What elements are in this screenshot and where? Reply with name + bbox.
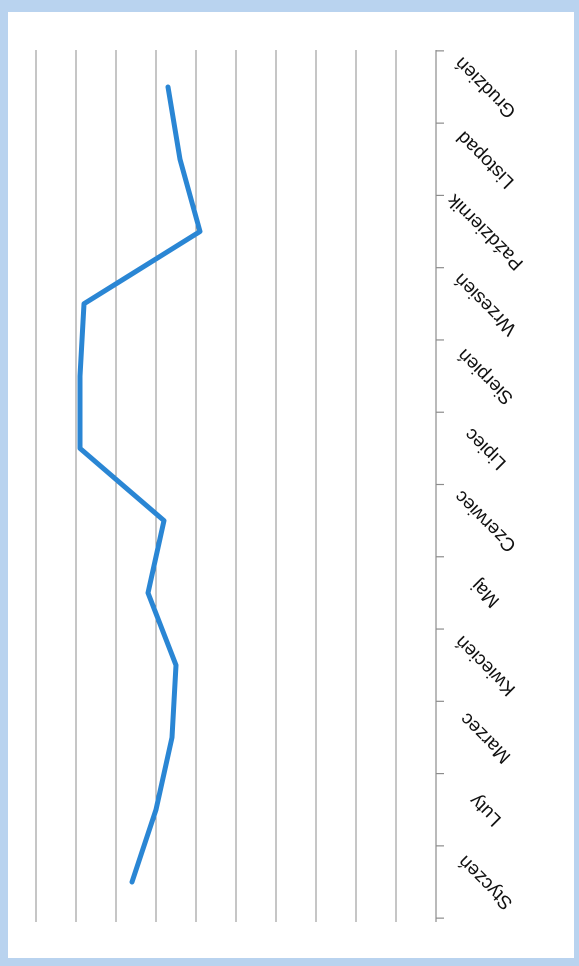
data-point: [146, 590, 151, 595]
data-point: [154, 807, 159, 812]
x-tick-label: Czerwiec: [451, 486, 521, 556]
x-tick-label: Listopad: [453, 127, 519, 193]
chart-card: Styczeń Luty Marzec Kwiecień Maj Czerwiec Lipi…: [8, 12, 574, 958]
data-point: [78, 374, 83, 379]
x-tick-label: Styczeń: [454, 851, 517, 914]
data-point: [198, 229, 203, 234]
x-tick-label: Kwiecień: [451, 631, 520, 700]
data-point: [178, 157, 183, 162]
x-tick-label: Lipiec: [461, 424, 511, 474]
x-tick-label: Grudzień: [451, 53, 520, 122]
line-chart: Styczeń Luty Marzec Kwiecień Maj Czerwiec Lipi…: [35, 50, 528, 922]
x-tick-label: Sierpień: [454, 344, 518, 408]
data-point: [82, 301, 87, 306]
x-tick-label: Wrzesień: [450, 269, 521, 340]
x-tick-label: Maj: [467, 575, 504, 612]
data-point: [166, 85, 171, 90]
data-point: [130, 880, 135, 885]
data-point: [170, 735, 175, 740]
data-point: [174, 663, 179, 668]
series-line: [77, 84, 203, 885]
data-point: [162, 518, 167, 523]
x-tick-label: Październik: [443, 189, 528, 274]
data-point: [78, 446, 83, 451]
x-tick-label: Luty: [465, 790, 506, 831]
x-tick-label: Marzec: [456, 708, 515, 767]
